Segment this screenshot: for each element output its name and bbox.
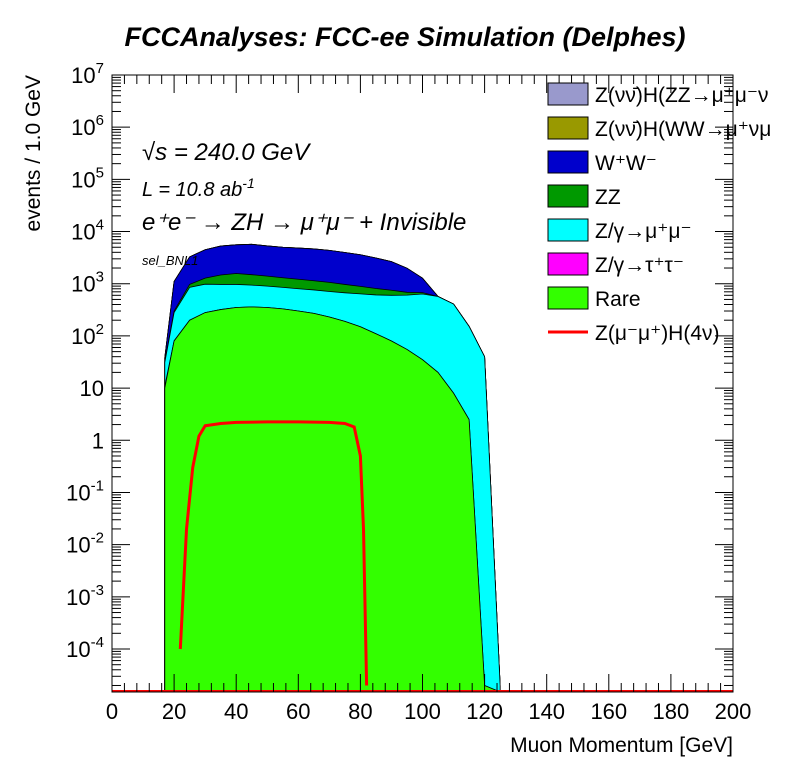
y-tick-label: 10 — [80, 376, 104, 401]
y-tick-label: 104 — [71, 217, 104, 245]
x-tick-label: 80 — [348, 699, 372, 724]
legend-label: Z(νν̄)H(ZZ→μ⁺μ⁻ν — [595, 84, 769, 107]
line-z-h-4 — [178, 420, 369, 686]
legend-label: Rare — [595, 288, 641, 311]
y-tick-label: 103 — [71, 269, 104, 297]
y-axis-label: events / 1.0 GeV — [22, 75, 45, 231]
legend-swatch — [547, 252, 589, 276]
y-axis: 10-4 10-3 10-2 10-1 1 10 102 103 104 105 106 107 — [66, 60, 733, 686]
x-tick-label: 120 — [466, 699, 503, 724]
legend-label: Z/γ→μ⁺μ⁻ — [595, 220, 692, 243]
annotation-lumi: L = 10.8 ab-1 — [142, 175, 255, 201]
legend-swatch — [547, 286, 589, 310]
legend-label: Z(νν̄)H(WW→μ⁺νμ — [595, 118, 771, 141]
y-tick-label: 10-1 — [66, 477, 104, 505]
chart-title: FCCAnalyses: FCC-ee Simulation (Delphes) — [124, 22, 685, 52]
y-tick-label: 10-3 — [66, 582, 104, 610]
area-rare — [164, 306, 501, 693]
y-tick-label: 107 — [71, 60, 104, 88]
legend-swatch — [547, 218, 589, 242]
legend-swatch — [547, 116, 589, 140]
legend-label: Z(μ⁻μ⁺)H(4ν) — [595, 322, 720, 345]
x-tick-label: 20 — [162, 699, 186, 724]
x-axis-label: Muon Momentum [GeV] — [510, 734, 733, 757]
legend-label: Z/γ→τ⁺τ⁻ — [595, 254, 684, 277]
x-tick-label: 200 — [715, 699, 752, 724]
y-tick-label: 102 — [71, 321, 104, 349]
x-tick-label: 160 — [590, 699, 627, 724]
y-tick-label: 10-4 — [66, 634, 104, 662]
y-tick-label: 10-2 — [66, 530, 104, 558]
x-tick-label: 40 — [224, 699, 248, 724]
annotation-sqrt-s: √s = 240.0 GeV — [142, 139, 311, 166]
legend-label: W⁺W⁻ — [595, 152, 657, 175]
y-tick-label: 105 — [71, 164, 104, 192]
legend-label: ZZ — [595, 186, 621, 209]
x-tick-label: 140 — [528, 699, 565, 724]
legend-swatch — [547, 150, 589, 174]
legend-swatch — [547, 184, 589, 208]
x-axis: 0 20 40 60 80 100 120 140 160 180 200 — [106, 75, 751, 724]
annotation-selection: sel_BNL1 — [142, 253, 198, 268]
legend: Z(νν̄)H(ZZ→μ⁺μ⁻ν Z(νν̄)H(WW→μ⁺νμ W⁺W⁻ ZZ Z/γ… — [547, 82, 771, 345]
stacked-areas — [164, 243, 501, 693]
x-tick-label: 0 — [106, 699, 118, 724]
y-tick-label: 106 — [71, 112, 104, 140]
x-tick-label: 100 — [404, 699, 441, 724]
x-tick-label: 180 — [653, 699, 690, 724]
legend-swatch — [547, 82, 589, 106]
annotation-process: e⁺e⁻ → ZH → μ⁺μ⁻ + Invisible — [142, 209, 466, 236]
y-tick-label: 1 — [92, 428, 104, 453]
x-tick-label: 60 — [286, 699, 310, 724]
